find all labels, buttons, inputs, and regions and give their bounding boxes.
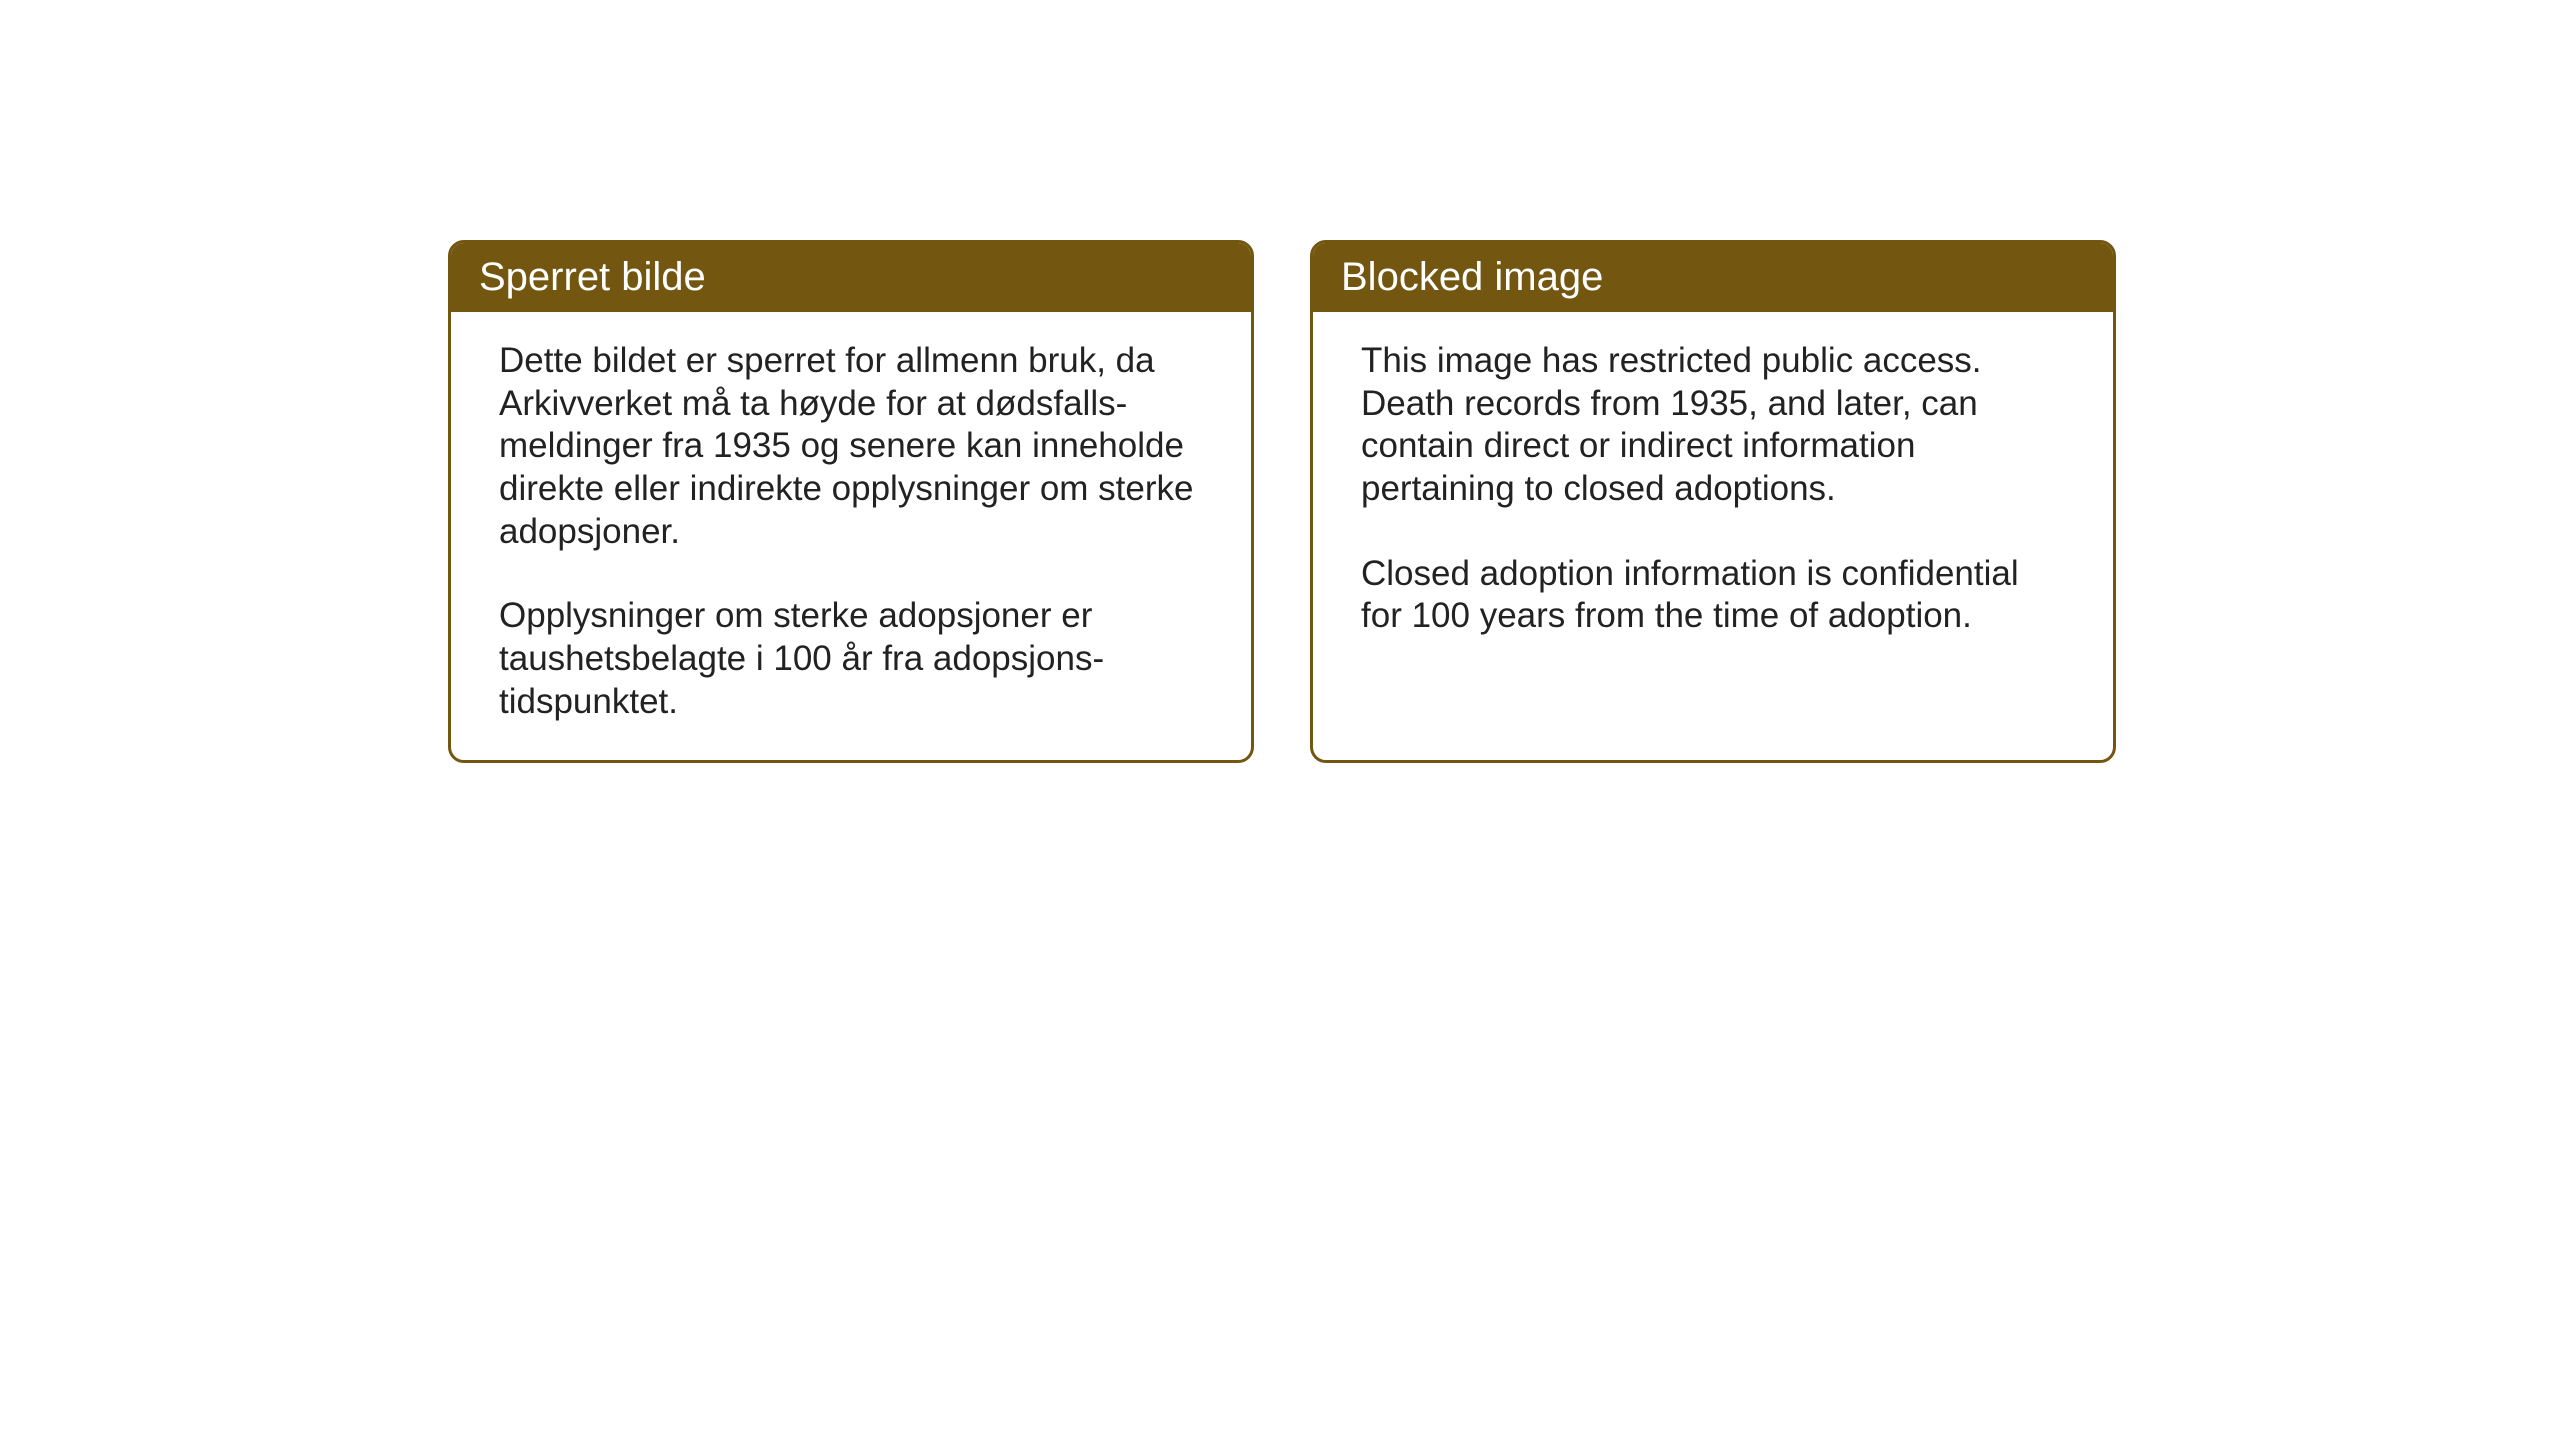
notice-body-english: This image has restricted public access.… (1313, 312, 2113, 752)
notice-box-english: Blocked image This image has restricted … (1310, 240, 2116, 763)
notice-paragraph: Opplysninger om sterke adopsjoner er tau… (499, 595, 1203, 723)
notice-header-english: Blocked image (1313, 243, 2113, 312)
notice-paragraph: Dette bildet er sperret for allmenn bruk… (499, 340, 1203, 553)
notice-paragraph: Closed adoption information is confident… (1361, 553, 2065, 638)
notice-paragraph: This image has restricted public access.… (1361, 340, 2065, 511)
notice-container: Sperret bilde Dette bildet er sperret fo… (448, 240, 2116, 763)
notice-box-norwegian: Sperret bilde Dette bildet er sperret fo… (448, 240, 1254, 763)
notice-body-norwegian: Dette bildet er sperret for allmenn bruk… (451, 312, 1251, 760)
notice-header-norwegian: Sperret bilde (451, 243, 1251, 312)
